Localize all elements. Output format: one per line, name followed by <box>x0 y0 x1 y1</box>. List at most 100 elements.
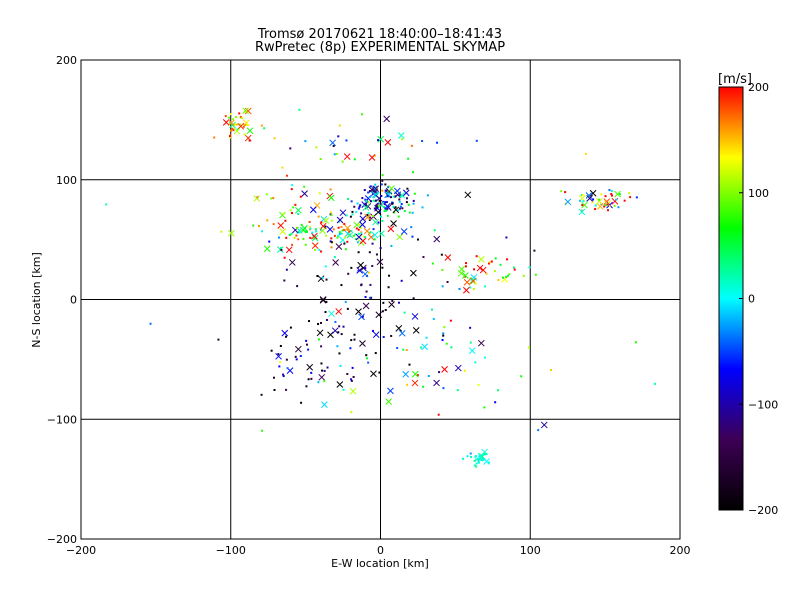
scatter-point <box>315 230 318 233</box>
scatter-point <box>464 265 467 268</box>
scatter-point <box>303 185 306 188</box>
scatter-point <box>629 196 632 199</box>
scatter-point <box>340 333 343 336</box>
scatter-point <box>478 455 481 458</box>
scatter-point <box>376 205 379 208</box>
scatter-point <box>313 248 316 251</box>
scatter-point <box>353 205 356 208</box>
scatter-point <box>487 262 490 265</box>
scatter-point <box>364 203 367 206</box>
scatter-point-cross <box>237 122 245 130</box>
scatter-point <box>385 201 388 204</box>
scatter-point <box>285 358 288 361</box>
scatter-point <box>329 213 332 216</box>
scatter-point <box>217 338 220 341</box>
scatter-point <box>338 352 341 355</box>
scatter-point <box>308 320 311 323</box>
scatter-point <box>213 136 216 139</box>
scatter-point <box>410 144 413 147</box>
scatter-point <box>401 207 404 210</box>
scatter-point <box>358 223 361 226</box>
scatter-point <box>229 113 232 116</box>
scatter-point <box>231 127 234 130</box>
scatter-point-cross <box>331 327 339 335</box>
scatter-point <box>474 282 477 285</box>
scatter-point <box>308 220 311 223</box>
scatter-point <box>588 195 591 198</box>
scatter-point <box>400 279 403 282</box>
scatter-point <box>392 195 395 198</box>
scatter-point-cross <box>336 381 344 388</box>
scatter-point-cross <box>339 209 347 217</box>
scatter-point <box>344 300 347 303</box>
scatter-point <box>578 199 581 202</box>
scatter-point <box>305 339 308 342</box>
scatter-point-cross <box>349 387 357 395</box>
scatter-point <box>477 459 480 462</box>
scatter-point <box>528 266 531 269</box>
scatter-point-cross <box>384 202 391 210</box>
scatter-point <box>416 374 419 377</box>
scatter-point <box>413 192 416 195</box>
scatter-point <box>350 379 353 382</box>
scatter-point <box>321 369 324 372</box>
scatter-point <box>278 365 281 368</box>
x-axis-label: E-W location [km] <box>331 557 429 570</box>
scatter-point <box>280 248 283 251</box>
scatter-point <box>333 153 336 156</box>
scatter-point-cross <box>444 254 452 261</box>
scatter-point <box>330 219 333 222</box>
scatter-point <box>388 274 391 277</box>
scatter-point-cross <box>378 230 385 238</box>
scatter-point <box>304 140 307 143</box>
scatter-point <box>480 457 483 460</box>
scatter-point <box>368 251 371 254</box>
scatter-points <box>105 107 656 468</box>
scatter-point <box>228 135 231 138</box>
scatter-point-cross <box>362 302 370 310</box>
scatter-point <box>403 209 406 212</box>
scatter-point <box>374 352 377 355</box>
scatter-point <box>362 235 365 238</box>
scatter-point <box>443 326 446 329</box>
scatter-point-cross <box>363 227 371 235</box>
scatter-point <box>522 274 525 277</box>
scatter-point-cross <box>361 270 369 278</box>
scatter-point-cross <box>596 203 604 210</box>
scatter-point <box>285 268 288 271</box>
scatter-point <box>475 462 478 465</box>
scatter-point-cross <box>228 229 235 237</box>
scatter-point <box>364 236 367 239</box>
scatter-point <box>381 266 384 269</box>
scatter-point <box>323 380 326 383</box>
scatter-point <box>350 266 353 269</box>
scatter-point <box>367 191 370 194</box>
scatter-point <box>320 221 323 224</box>
scatter-point <box>426 194 429 197</box>
scatter-point <box>387 286 390 289</box>
chart-title: Tromsø 20170621 18:40:00–18:41:43 <box>257 27 502 42</box>
scatter-point <box>438 371 441 374</box>
scatter-point <box>485 272 488 275</box>
scatter-point <box>582 200 585 203</box>
scatter-point <box>430 308 433 311</box>
scatter-point-cross <box>320 215 328 223</box>
scatter-point-cross <box>228 119 235 127</box>
scatter-point <box>478 457 481 460</box>
scatter-point <box>356 202 359 205</box>
scatter-point <box>307 348 310 351</box>
scatter-point <box>294 355 297 358</box>
scatter-point <box>230 129 233 132</box>
scatter-point <box>384 308 387 311</box>
scatter-point <box>361 197 364 200</box>
scatter-point <box>353 338 356 341</box>
scatter-point <box>338 325 341 328</box>
scatter-point <box>610 194 613 197</box>
scatter-point <box>365 199 368 202</box>
scatter-point <box>606 203 609 206</box>
scatter-point <box>610 193 613 196</box>
scatter-point <box>105 203 108 206</box>
scatter-point-cross <box>332 259 339 266</box>
scatter-point <box>270 349 273 352</box>
